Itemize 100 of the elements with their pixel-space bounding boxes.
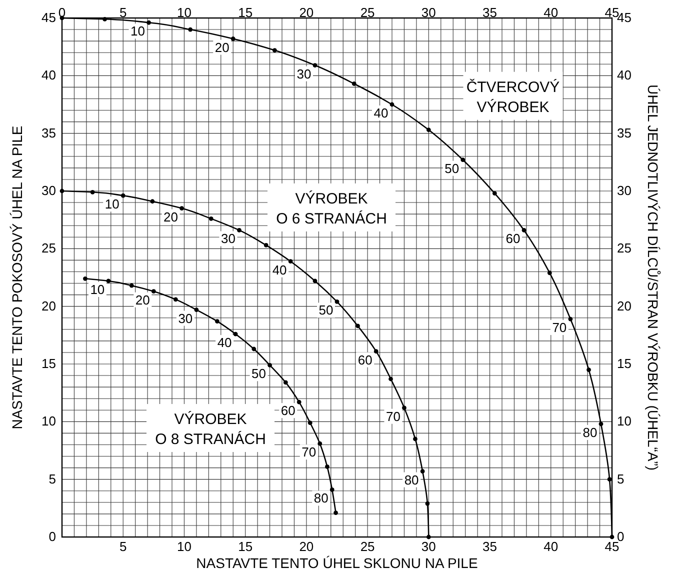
point	[215, 319, 220, 324]
annotation: 50	[252, 366, 266, 382]
point	[426, 128, 431, 132]
point	[402, 406, 406, 410]
y2-axis-title: ÚHEL JEDNOTLIVÝCH DÍLCŮ/STRAN VÝROBKU (ÚHEL“A”)	[645, 84, 661, 471]
point	[120, 193, 126, 198]
x-tick-label: 15	[238, 539, 253, 554]
annotation: 70	[302, 444, 316, 460]
point	[492, 191, 497, 196]
y-tick-label: 30	[42, 183, 56, 198]
point	[318, 441, 322, 446]
y-tick-label: 15	[42, 356, 56, 371]
point	[460, 158, 466, 162]
line-series	[60, 16, 614, 540]
point	[146, 20, 151, 25]
y2-tick-label: 40	[617, 68, 632, 83]
annotation: 70	[386, 408, 400, 424]
point	[83, 276, 88, 281]
x2-tick-label: 35	[482, 5, 498, 20]
series-label: VÝROBEK O 6 STRANÁCH	[276, 189, 387, 228]
y2-tick-label: 0	[617, 529, 624, 544]
y2-tick-label: 30	[617, 183, 632, 198]
annotation: 20	[135, 292, 150, 308]
point	[268, 362, 272, 368]
point	[425, 501, 430, 506]
x-tick-label: 45	[604, 539, 620, 554]
point	[180, 206, 184, 210]
point	[173, 297, 178, 302]
point	[208, 216, 214, 221]
y-tick-label: 0	[48, 529, 56, 544]
y-tick-label: 25	[42, 240, 56, 256]
annotation: 40	[272, 262, 287, 278]
x2-tick-label: 5	[119, 5, 127, 20]
y-axis-title: NASTAVTE TENTO POKOSOVÝ ÚHEL NA PILE	[9, 126, 25, 430]
point	[233, 332, 238, 336]
x-tick-label: 30	[421, 539, 436, 554]
point	[312, 278, 318, 284]
x2-tick-label: 30	[421, 5, 436, 20]
y-tick-label: 40	[42, 68, 56, 83]
point	[150, 199, 155, 204]
annotation: 80	[582, 424, 598, 440]
point	[90, 190, 95, 194]
annotation: 40	[217, 335, 232, 350]
x-axis-title: NASTAVTE TENTO ÚHEL SKLONU NA PILE	[196, 555, 478, 571]
point	[334, 300, 340, 304]
point	[252, 346, 256, 352]
point	[230, 36, 236, 41]
annotation: 50	[444, 160, 460, 176]
point	[151, 289, 156, 294]
y2-tick-label: 35	[617, 125, 632, 140]
text: VÝROBEK O 8 STRANÁCH	[155, 410, 266, 448]
point	[356, 324, 360, 328]
y2-tick-label: 15	[617, 356, 632, 371]
y-tick-label: 20	[42, 298, 56, 314]
point	[390, 102, 394, 107]
point	[610, 534, 614, 540]
point	[60, 188, 64, 194]
point	[568, 316, 573, 322]
point	[308, 420, 312, 426]
point	[102, 16, 107, 22]
text: ČTVERCOVÝ VÝROBEK	[466, 78, 560, 116]
point	[237, 228, 242, 232]
annotation: 10	[104, 196, 120, 212]
annotation: 30	[220, 231, 236, 246]
annotation: 10	[130, 24, 146, 39]
point	[288, 259, 293, 264]
y2-tick-label: 45	[617, 10, 632, 25]
annotation: 30	[178, 310, 193, 326]
y-tick-label: 10	[42, 414, 56, 429]
y2-tick-label: 25	[617, 240, 632, 256]
x-tick-label: 25	[360, 539, 375, 554]
point	[296, 400, 302, 404]
point	[522, 228, 526, 232]
point	[325, 464, 330, 469]
y2-tick-label: 10	[617, 414, 632, 429]
point	[413, 436, 418, 442]
annotation: 80	[404, 472, 419, 488]
y-tick-label: 35	[42, 125, 56, 140]
annotation: 70	[552, 320, 567, 336]
annotation: 30	[296, 66, 312, 82]
annotation: 50	[318, 302, 334, 318]
point	[426, 534, 431, 540]
annotation: 80	[314, 490, 328, 506]
point	[283, 380, 288, 385]
annotation: 60	[506, 231, 520, 246]
point	[586, 368, 591, 372]
point	[330, 488, 334, 492]
annotation: 20	[164, 209, 178, 224]
annotation: 10	[90, 282, 105, 297]
annotation: 60	[358, 352, 372, 368]
y2-tick-label: 5	[617, 471, 624, 486]
point	[374, 349, 378, 354]
point	[547, 270, 552, 276]
x-tick-label: 5	[119, 539, 127, 554]
x2-tick-label: 20	[299, 5, 314, 20]
point	[188, 27, 193, 32]
annotation: 60	[280, 403, 296, 418]
point	[194, 308, 199, 312]
annotation: 20	[214, 40, 230, 55]
x-tick-label: 40	[544, 539, 558, 554]
